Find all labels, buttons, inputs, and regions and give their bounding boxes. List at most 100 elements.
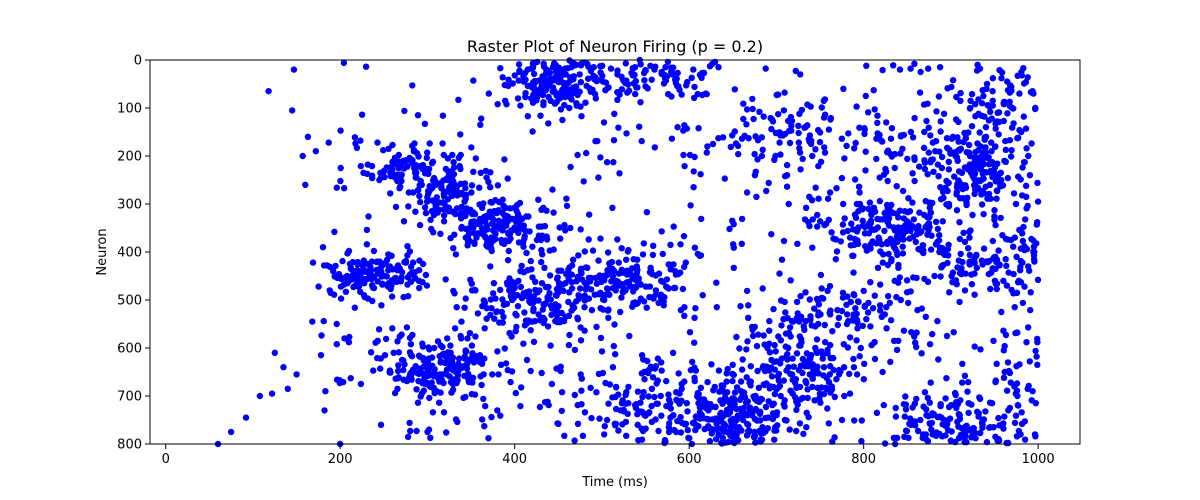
spike-point [856,200,864,208]
spike-point [991,216,998,223]
spike-point [896,274,903,281]
spike-point [945,166,953,173]
spike-point [364,260,372,268]
spike-point [531,317,539,325]
spike-point [785,364,792,371]
spike-point [427,434,434,441]
spike-point [887,150,894,158]
spike-point [537,112,544,119]
spike-point [581,248,588,255]
spike-point [468,182,476,189]
spike-point [360,169,367,176]
spike-point [421,204,429,211]
spike-point [890,62,897,69]
spike-point [309,318,316,325]
spike-point [979,87,986,94]
spike-point [954,418,961,426]
spike-point [802,377,809,385]
spike-point [849,317,856,324]
spike-points [214,56,1042,448]
spike-point [650,242,657,249]
spike-point [455,355,463,362]
spike-point [382,335,390,343]
spike-point [935,237,943,244]
spike-point [507,293,514,300]
spike-point [850,311,857,318]
spike-point [593,389,600,396]
spike-point [571,437,578,444]
spike-point [504,281,511,288]
spike-point [415,153,422,160]
spike-point [577,265,585,272]
spike-point [730,264,737,271]
spike-point [374,337,381,344]
spike-point [812,184,819,191]
spike-point [491,315,498,322]
spike-point [820,364,828,371]
spike-point [599,78,607,85]
spike-point [351,304,358,311]
spike-point [1005,269,1012,276]
spike-point [997,169,1004,176]
spike-point [849,226,857,233]
spike-point [532,90,539,98]
spike-point [684,78,691,86]
spike-point [600,293,607,300]
spike-point [905,434,912,441]
spike-point [955,138,962,145]
y-tick-label: 200 [117,150,142,165]
spike-point [542,283,550,291]
spike-point [585,236,592,243]
spike-point [430,372,437,379]
spike-point [994,187,1001,195]
spike-point [965,245,972,252]
spike-point [602,87,609,94]
spike-point [992,125,999,132]
spike-point [499,74,506,81]
spike-point [370,247,378,255]
spike-point [690,184,697,191]
spike-point [678,91,685,98]
spike-point [1023,145,1030,152]
spike-point [870,204,878,211]
spike-point [806,132,814,139]
spike-point [888,201,895,209]
spike-point [813,336,821,343]
spike-point [452,251,460,258]
spike-point [352,140,359,147]
spike-point [918,305,925,312]
spike-point [1011,304,1018,311]
spike-point [659,250,666,258]
spike-point [670,261,677,268]
spike-point [398,171,405,178]
spike-point [830,354,837,362]
spike-point [978,201,986,208]
spike-point [467,206,474,213]
spike-point [897,132,905,139]
spike-point [530,70,538,78]
spike-point [574,420,582,427]
spike-point [484,226,491,233]
spike-point [532,278,539,285]
spike-point [689,358,696,366]
spike-point [731,86,738,93]
spike-point [1024,385,1031,392]
spike-point [907,128,915,136]
spike-point [337,295,345,302]
spike-point [539,251,546,258]
spike-point [924,278,932,285]
spike-point [744,398,751,405]
spike-point [560,71,567,78]
spike-point [749,332,757,340]
spike-point [529,128,536,135]
spike-point [290,66,298,73]
spike-point [477,121,484,128]
spike-point [610,137,618,144]
spike-point [1020,159,1028,166]
spike-point [966,260,973,268]
spike-point [858,437,865,445]
spike-point [803,350,811,357]
spike-point [667,266,674,273]
spike-point [587,286,595,293]
spike-point [1024,202,1031,210]
